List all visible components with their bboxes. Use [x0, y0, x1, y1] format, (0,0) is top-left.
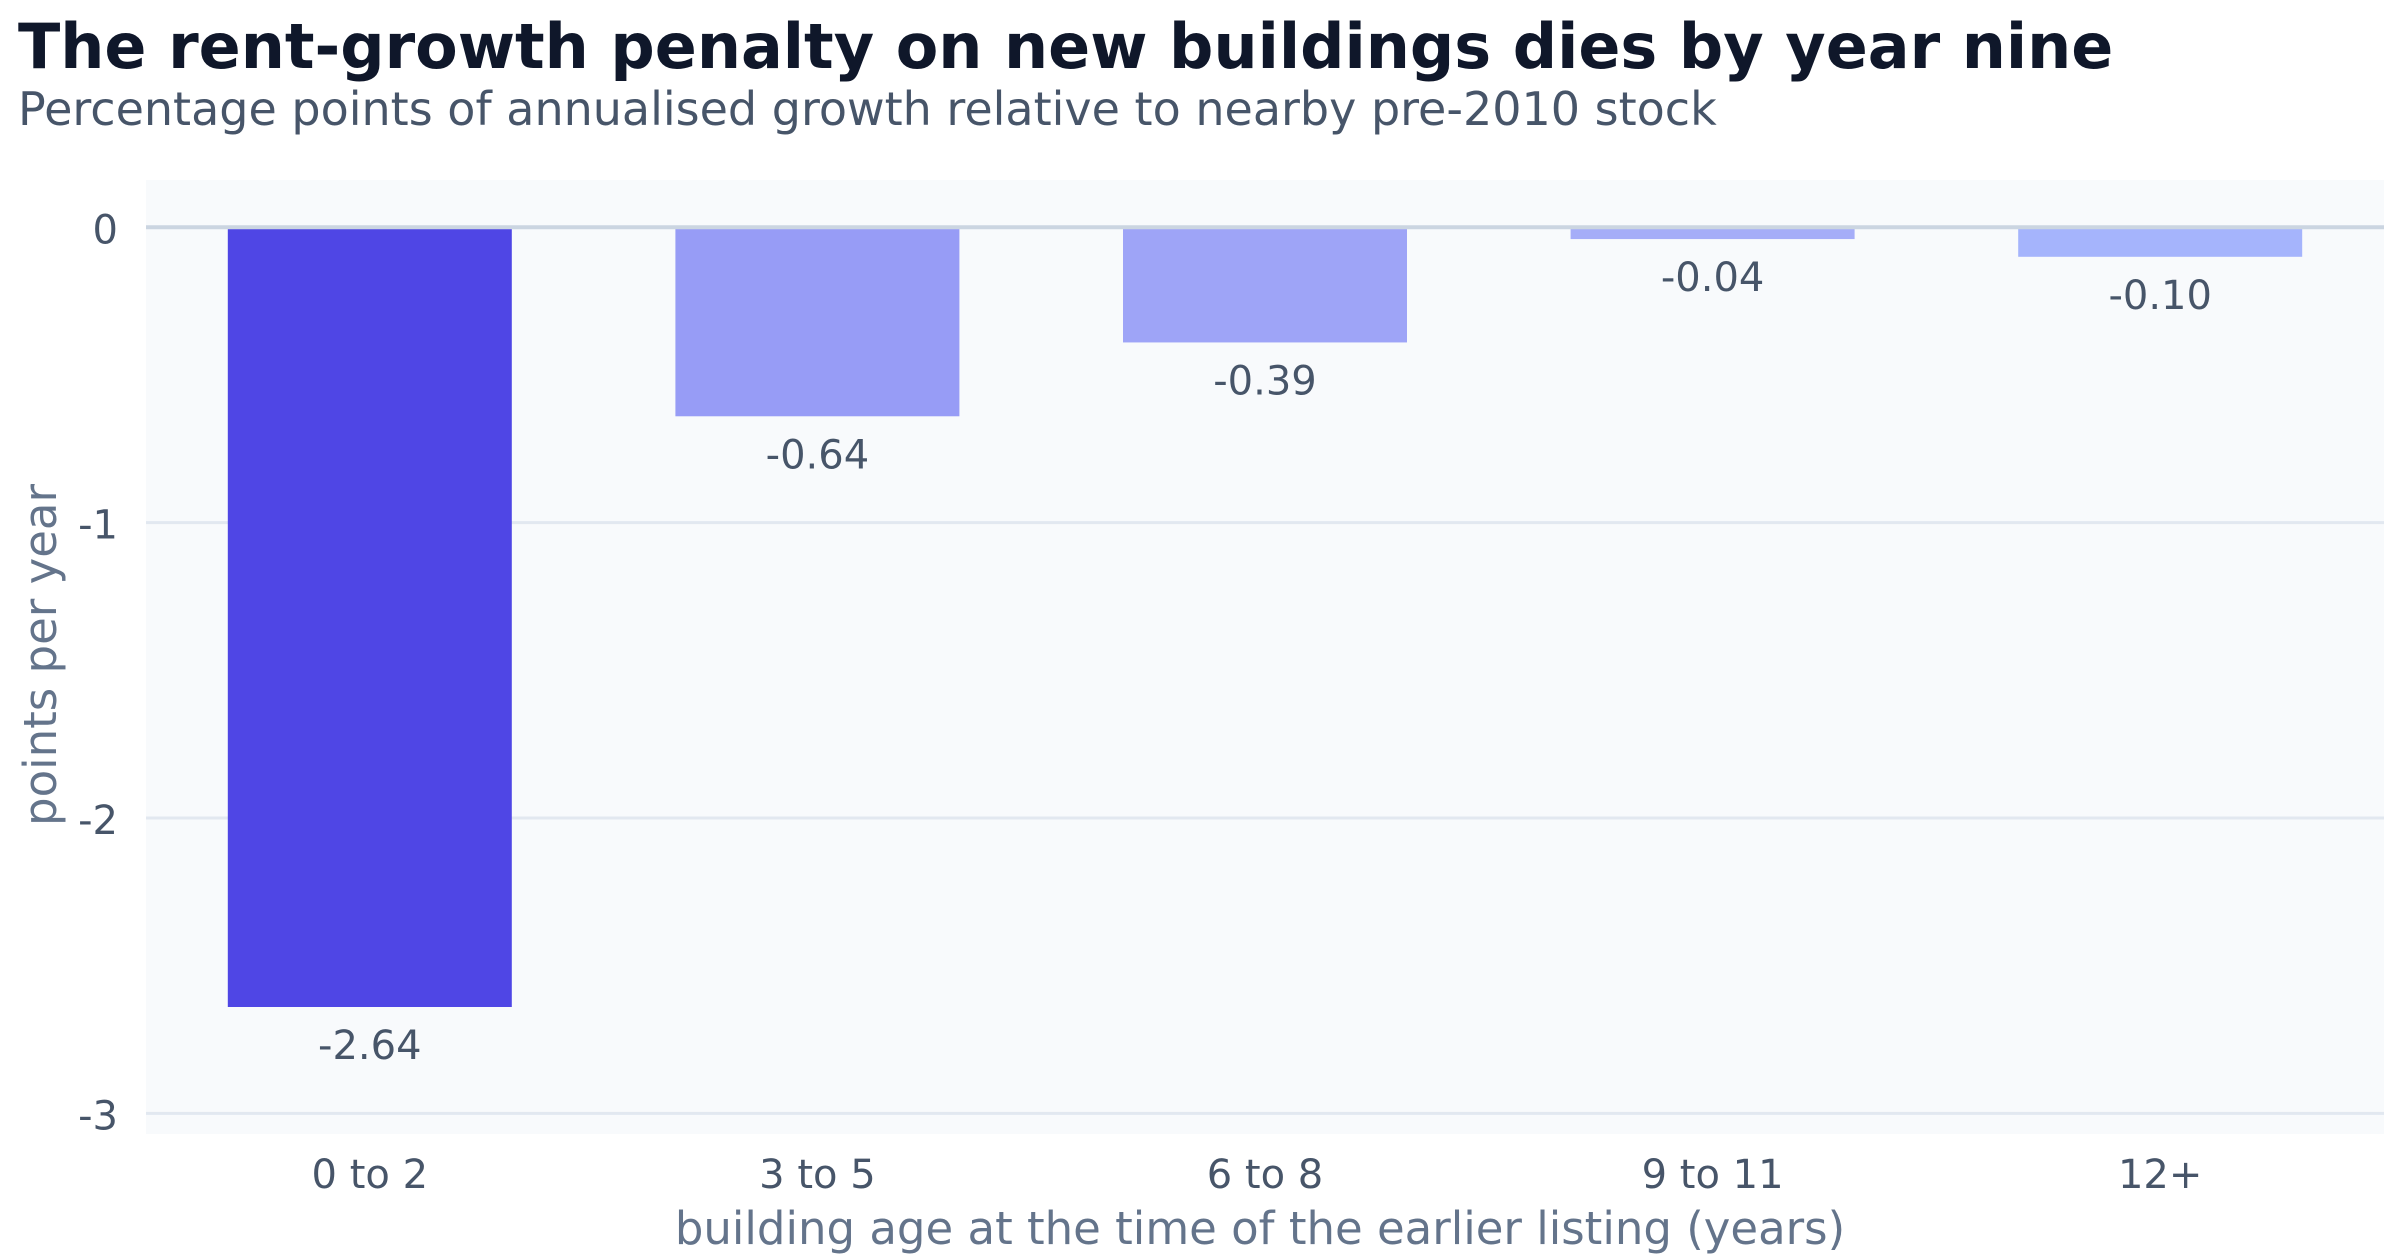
y-axis-ticks: 0 -1 -2 -3 — [78, 207, 118, 1139]
x-axis-ticks: 0 to 2 3 to 5 6 to 8 9 to 11 12+ — [312, 1152, 2203, 1198]
chart-subtitle: Percentage points of annualised growth r… — [18, 82, 1717, 136]
y-tick-label: -1 — [78, 503, 118, 549]
x-tick-label: 0 to 2 — [312, 1152, 428, 1198]
y-tick-label: 0 — [93, 207, 118, 253]
bar — [675, 227, 960, 417]
x-tick-label: 9 to 11 — [1642, 1152, 1784, 1198]
y-tick-label: -2 — [78, 798, 118, 844]
bar-value-label: -0.04 — [1661, 255, 1765, 301]
chart-title: The rent-growth penalty on new buildings… — [18, 10, 2114, 83]
bar — [1123, 227, 1407, 343]
bar-value-label: -0.10 — [2108, 273, 2212, 319]
y-axis-label: points per year — [14, 484, 67, 826]
bar — [1570, 227, 1855, 240]
bars — [227, 227, 2303, 1007]
bar — [2018, 227, 2303, 257]
y-tick-label: -3 — [78, 1093, 118, 1139]
x-tick-label: 12+ — [2118, 1152, 2202, 1198]
bar-value-label: -2.64 — [318, 1023, 422, 1069]
x-axis-label: building age at the time of the earlier … — [675, 1202, 1845, 1255]
bar-value-label: -0.39 — [1213, 358, 1317, 404]
x-tick-label: 3 to 5 — [759, 1152, 875, 1198]
bar — [227, 227, 512, 1007]
bar-value-label: -0.64 — [766, 432, 870, 478]
x-tick-label: 6 to 8 — [1207, 1152, 1323, 1198]
gridlines — [146, 521, 2384, 1115]
value-labels: -2.64 -0.64 -0.39 -0.04 -0.10 — [318, 255, 2212, 1069]
